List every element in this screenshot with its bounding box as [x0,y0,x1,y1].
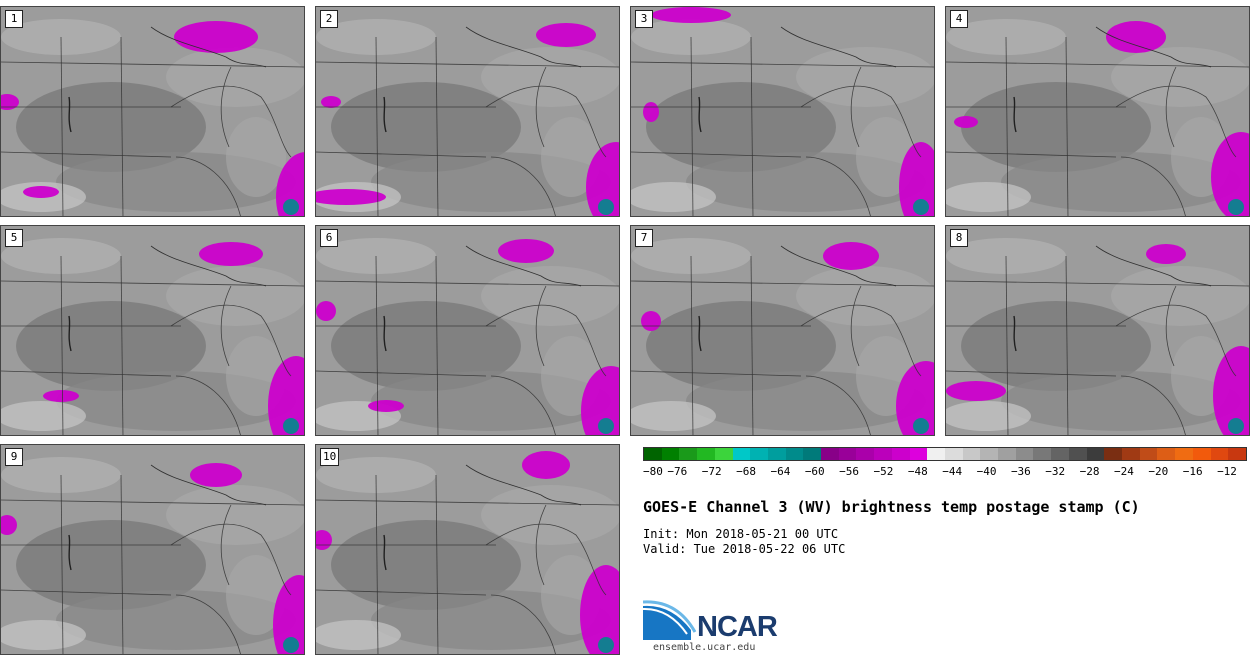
water-vapor-map-icon [316,7,619,216]
colorbar-swatch [1121,448,1140,460]
water-vapor-map-icon [946,7,1249,216]
colorbar-swatch [767,448,786,460]
colorbar-swatch [821,448,839,460]
colorbar-swatch [980,448,999,460]
colorbar-swatch [927,448,945,460]
colorbar-swatch [874,448,892,460]
colorbar-swatch [856,448,875,460]
init-time: Init: Mon 2018-05-21 00 UTC [643,527,839,541]
water-vapor-map-icon [946,226,1249,435]
water-vapor-map-icon [1,7,304,216]
panel-label: 7 [635,229,653,247]
logo-name: NCAR [697,611,778,643]
colorbar-swatch [785,448,804,460]
colorbar-swatch [909,448,928,460]
panel-label: 3 [635,10,653,28]
map-panel-3: 3 [630,6,935,217]
logo-url: ensemble.ucar.edu [653,642,756,653]
colorbar-swatch [1228,448,1246,460]
water-vapor-map-icon [1,226,304,435]
colorbar-swatch [1033,448,1052,460]
colorbar-tick-label: −48 [907,465,928,478]
colorbar-tick-label: −24 [1114,465,1134,478]
colorbar-swatch [1104,448,1122,460]
colorbar-tick-label: −28 [1079,465,1100,478]
colorbar-swatch [1086,448,1105,460]
colorbar-tick-label: −52 [873,465,894,478]
colorbar-swatch [750,448,768,460]
colorbar-swatch [661,448,680,460]
colorbar-swatch [944,448,963,460]
colorbar-swatch [803,448,822,460]
colorbar-swatch [1175,448,1193,460]
colorbar-ticks: −80 −76 −72 −68 −64 −60 −56 −52 −48 −44 −40 −36 −32−… [643,465,1247,481]
colorbar-swatch [732,448,751,460]
panel-label: 10 [320,448,340,466]
colorbar-tick-label: −12 [1217,465,1237,478]
water-vapor-map-icon [316,445,619,654]
colorbar-tick-label: −60 [804,465,825,478]
map-panel-10: 10 [315,444,620,655]
map-panel-6: 6 [315,225,620,436]
colorbar-swatch [1210,448,1229,460]
map-panel-4: 4 [945,6,1250,217]
panel-label: 8 [950,229,968,247]
colorbar-swatch [1068,448,1087,460]
colorbar-swatch [891,448,910,460]
colorbar-tick-label: −36 [1010,465,1031,478]
water-vapor-map-icon [316,226,619,435]
colorbar-swatch [1157,448,1176,460]
map-panel-9: 9 [0,444,305,655]
colorbar-swatch [697,448,715,460]
colorbar-tick-label: −20 [1148,465,1169,478]
colorbar-swatch [1051,448,1069,460]
map-panel-2: 2 [315,6,620,217]
map-panel-8: 8 [945,225,1250,436]
colorbar-tick-label: −64 [770,465,791,478]
panel-label: 1 [5,10,23,28]
colorbar-tick-label: −80 [643,465,663,478]
panel-label: 6 [320,229,338,247]
colorbar-swatch [1192,448,1211,460]
water-vapor-map-icon [631,226,934,435]
panel-label: 9 [5,448,23,466]
colorbar-tick-label: −76 [667,465,688,478]
map-panel-5: 5 [0,225,305,436]
panel-label: 5 [5,229,23,247]
colorbar-tick-label: −44 [942,465,963,478]
colorbar-tick-label: −72 [701,465,722,478]
map-panel-1: 1 [0,6,305,217]
colorbar-tick-label: −32 [1045,465,1066,478]
colorbar-tick-label: −68 [736,465,756,478]
ncar-logo-icon [643,600,697,640]
colorbar-swatch [1015,448,1034,460]
page-title: GOES-E Channel 3 (WV) brightness temp po… [643,498,1140,516]
colorbar-swatch [714,448,733,460]
colorbar-swatch [962,448,981,460]
map-panel-7: 7 [630,225,935,436]
colorbar-swatch [838,448,857,460]
water-vapor-map-icon [631,7,934,216]
colorbar [643,447,1247,461]
panel-label: 4 [950,10,968,28]
colorbar-tick-label: −16 [1182,465,1203,478]
water-vapor-map-icon [1,445,304,654]
colorbar-swatch [998,448,1016,460]
panel-label: 2 [320,10,338,28]
colorbar-tick-label: −40 [976,465,997,478]
valid-time: Valid: Tue 2018-05-22 06 UTC [643,542,846,556]
colorbar-swatch [679,448,698,460]
colorbar-swatch [644,448,662,460]
colorbar-tick-label: −56 [839,465,860,478]
colorbar-swatch [1139,448,1158,460]
